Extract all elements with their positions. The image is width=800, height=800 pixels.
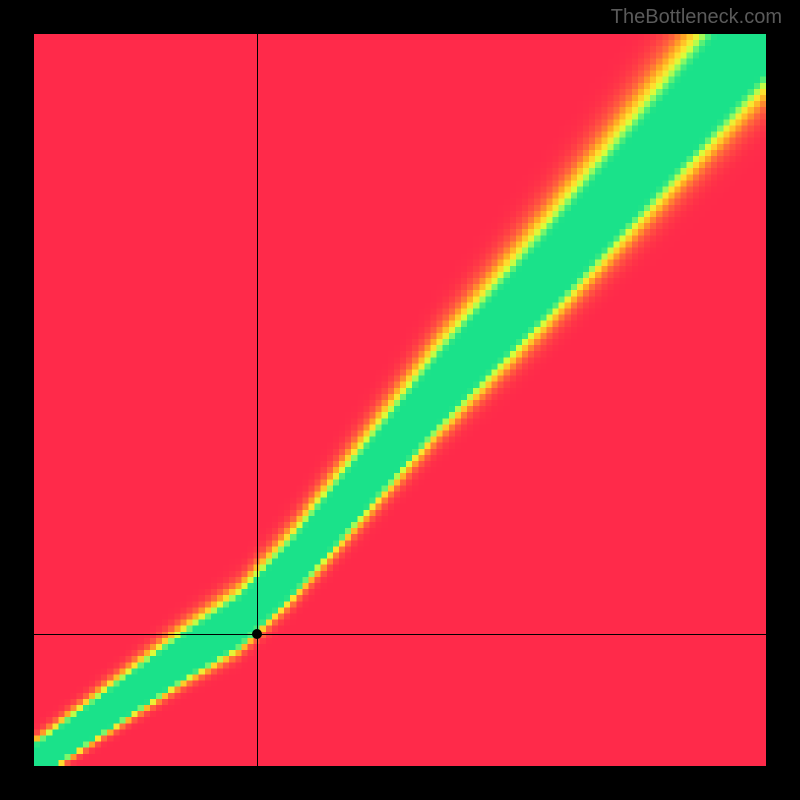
watermark-text: TheBottleneck.com: [611, 6, 782, 29]
bottleneck-marker: [252, 629, 262, 639]
crosshair-horizontal: [34, 634, 766, 635]
crosshair-vertical: [257, 34, 258, 766]
plot-area: [34, 34, 766, 766]
heatmap-canvas: [34, 34, 766, 766]
